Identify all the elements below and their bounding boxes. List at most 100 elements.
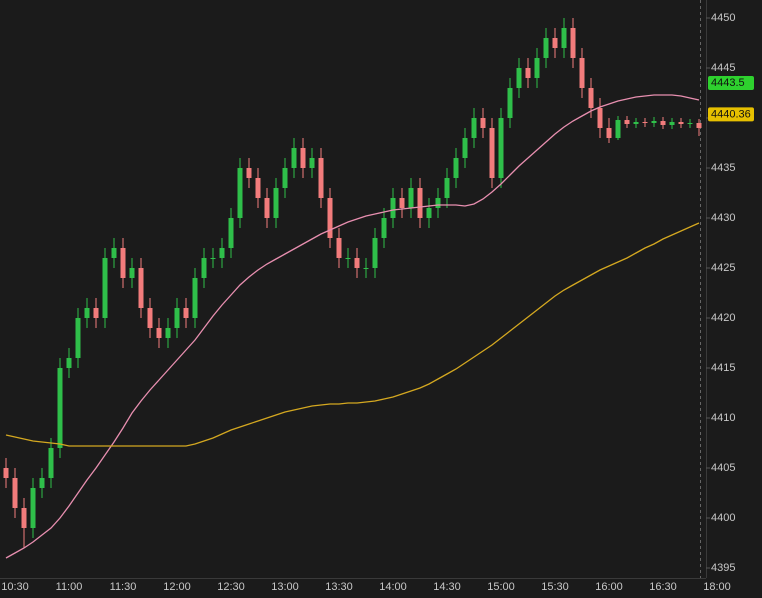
candle-body: [390, 198, 396, 218]
y-tick-label: 4400: [711, 512, 735, 524]
candle-body: [66, 358, 72, 368]
candle-body: [381, 218, 387, 238]
candle-body: [489, 128, 495, 178]
moving-average: [5, 94, 700, 559]
candle-body: [435, 198, 441, 208]
y-tick-label: 4450: [711, 12, 735, 24]
candle-body: [147, 308, 153, 328]
candle-body: [228, 218, 234, 248]
candle-body: [264, 198, 270, 218]
candle-body: [543, 38, 549, 58]
candle-body: [399, 198, 405, 208]
candle-body: [30, 488, 36, 528]
candle-body: [615, 120, 621, 138]
candle-body: [453, 158, 459, 178]
x-tick-label: 15:30: [541, 581, 569, 593]
candle-body: [93, 308, 99, 318]
y-tick-label: 4445: [711, 62, 735, 74]
candle-body: [507, 88, 513, 118]
candle-body: [237, 168, 243, 218]
candle-body: [534, 58, 540, 78]
candle-body: [255, 178, 261, 198]
y-tick-label: 4415: [711, 362, 735, 374]
candle-body: [246, 168, 252, 178]
x-tick-label: 12:00: [163, 581, 191, 593]
candle-body: [642, 122, 648, 123]
x-tick-label: 13:30: [325, 581, 353, 593]
price-tag: [708, 76, 754, 90]
candle-body: [309, 158, 315, 168]
candle-body: [669, 122, 675, 125]
candle-body: [192, 278, 198, 318]
moving-average: [5, 222, 700, 447]
candle-body: [633, 122, 639, 124]
candle-body: [48, 448, 54, 478]
candle-body: [525, 68, 531, 78]
candle-body: [318, 158, 324, 198]
candle-body: [210, 258, 216, 259]
candle-body: [138, 268, 144, 308]
candle-body: [165, 328, 171, 338]
x-tick-label: 14:00: [379, 581, 407, 593]
candle-body: [111, 248, 117, 258]
candle-body: [426, 208, 432, 218]
candle-body: [588, 88, 594, 108]
price-tag-label: 4440.36: [711, 108, 751, 120]
candle-body: [336, 238, 342, 258]
candle-body: [552, 38, 558, 48]
y-tick-label: 4420: [711, 312, 735, 324]
y-tick-label: 4430: [711, 212, 735, 224]
x-tick-label: 10:30: [1, 581, 29, 593]
y-tick-label: 4425: [711, 262, 735, 274]
candle-body: [462, 138, 468, 158]
candle-body: [300, 148, 306, 168]
candle-body: [120, 248, 126, 278]
candle-body: [156, 328, 162, 338]
candle-body: [57, 368, 63, 448]
candle-body: [561, 28, 567, 48]
candle-body: [606, 128, 612, 138]
x-tick-label: 16:30: [649, 581, 677, 593]
candle-body: [579, 58, 585, 88]
x-tick-label: 14:30: [433, 581, 461, 593]
candle-body: [372, 238, 378, 268]
candle-body: [345, 258, 351, 259]
candle-body: [354, 258, 360, 268]
candle-body: [444, 178, 450, 198]
candle-body: [282, 168, 288, 188]
candle-body: [201, 258, 207, 278]
candle-body: [84, 308, 90, 318]
candle-body: [102, 258, 108, 318]
x-tick-label: 18:00: [703, 581, 731, 593]
candle-body: [174, 308, 180, 328]
price-tag-label: 4443.5: [711, 77, 745, 89]
x-tick-label: 16:00: [595, 581, 623, 593]
candle-body: [273, 188, 279, 218]
candle-body: [408, 188, 414, 208]
candle-body: [12, 478, 18, 508]
candle-body: [660, 121, 666, 125]
candle-body: [219, 248, 225, 258]
candle-body: [39, 478, 45, 488]
candle-body: [129, 268, 135, 278]
candle-body: [651, 121, 657, 123]
x-tick-label: 15:00: [487, 581, 515, 593]
candle-body: [75, 318, 81, 358]
candle-body: [3, 468, 9, 478]
y-tick-label: 4435: [711, 162, 735, 174]
candle-body: [363, 268, 369, 269]
y-tick-label: 4405: [711, 462, 735, 474]
y-tick-label: 4395: [711, 562, 735, 574]
y-tick-label: 4410: [711, 412, 735, 424]
candle-body: [570, 28, 576, 58]
candle-body: [597, 108, 603, 128]
candle-body: [498, 118, 504, 178]
x-tick-label: 11:30: [110, 581, 137, 593]
x-tick-label: 12:30: [217, 581, 245, 593]
candle-body: [687, 123, 693, 124]
candle-body: [21, 508, 27, 528]
price-tag: [708, 107, 754, 122]
candle-body: [480, 118, 486, 128]
